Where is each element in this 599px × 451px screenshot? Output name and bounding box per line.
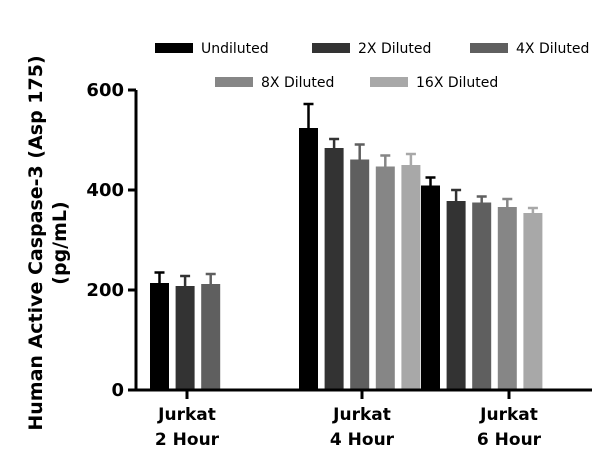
legend-label-1: Undiluted [201,41,269,57]
bar-4-2 [375,166,395,390]
y-tick-label-3: 600 [86,80,124,101]
bar-1-1 [150,283,169,390]
y-axis-label: Human Active Caspase-3 (Asp 175) [25,55,47,430]
x-category-sublabel-1: 4 Hour [330,430,395,450]
axes [134,90,592,392]
bar-4-3 [497,207,517,390]
bar-1-3 [421,185,440,390]
legend-label-5: 16X Diluted [416,75,498,91]
x-category-sublabel-2: 6 Hour [477,430,542,450]
bar-2-1 [175,286,195,390]
x-category-label-1: Jurkat [332,405,391,425]
bar-5-2 [401,165,421,390]
bar-1-2 [299,128,318,390]
legend-label-3: 4X Diluted [516,41,589,57]
x-category-sublabel-0: 2 Hour [155,430,220,450]
bar-3-1 [201,284,221,390]
legend-swatch-3 [470,43,508,53]
legend-swatch-2 [312,43,350,53]
bar-2-3 [446,201,466,390]
y-ticks: 0 200 400 600 [86,80,136,401]
bar-3-2 [350,159,370,390]
legend-label-4: 8X Diluted [261,75,334,91]
x-category-label-2: Jurkat [479,405,538,425]
y-axis-label-unit: (pg/mL) [49,201,71,284]
legend-swatch-4 [215,77,253,87]
legend-swatch-1 [155,43,193,53]
x-categories: Jurkat 2 Hour Jurkat 4 Hour Jurkat 6 Hour [155,390,542,450]
bar-5-3 [523,213,543,390]
y-tick-label-2: 400 [86,180,124,201]
y-tick-label-1: 200 [86,280,124,301]
x-category-label-0: Jurkat [157,405,216,425]
error-bars-group [154,102,538,286]
legend: Undiluted 2X Diluted 4X Diluted 8X Diluted 1… [155,41,589,91]
legend-swatch-5 [370,77,408,87]
bars-group [150,128,543,390]
legend-label-2: 2X Diluted [358,41,431,57]
y-tick-label-0: 0 [111,380,124,401]
bar-3-3 [472,202,492,390]
bar-2-2 [324,148,344,390]
